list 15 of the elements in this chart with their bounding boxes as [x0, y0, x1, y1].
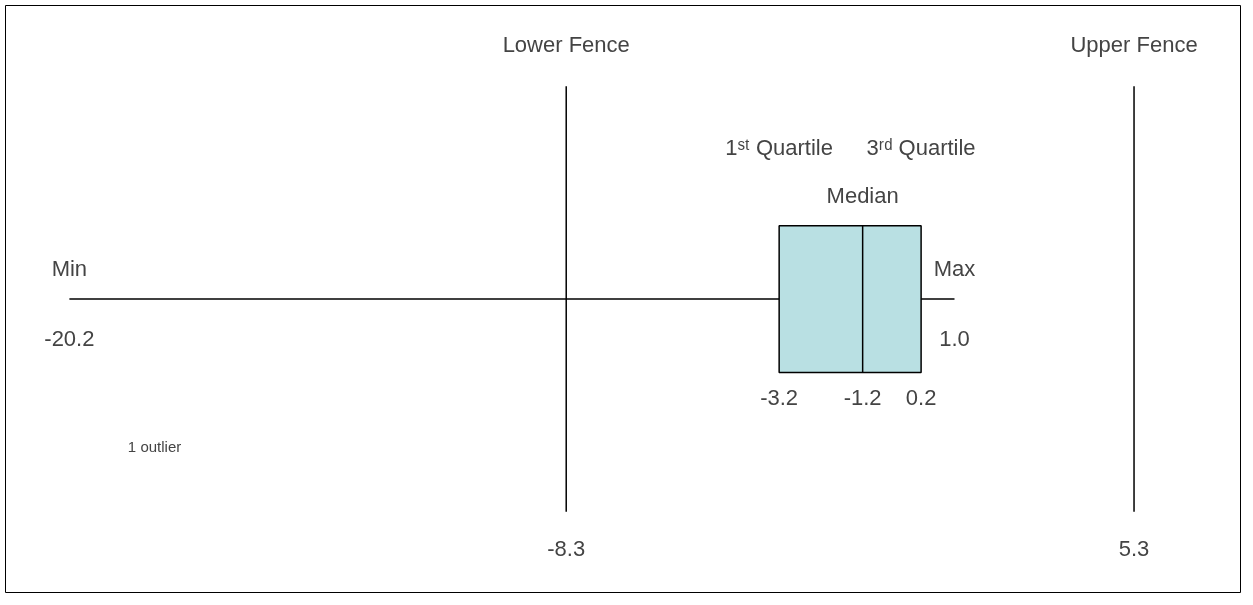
category-label: Upper Fence — [1070, 31, 1198, 57]
category-label: 3ʳᵈ Quartile — [866, 134, 976, 160]
category-label: Lower Fence — [502, 31, 630, 57]
data-label: -8.3 — [547, 536, 586, 562]
data-label: -1.2 — [843, 384, 882, 410]
data-label: 0.2 — [905, 384, 937, 410]
category-label: Max — [933, 256, 976, 282]
data-label: -3.2 — [760, 384, 799, 410]
category-label: Min — [51, 256, 88, 282]
data-label: 1.0 — [939, 326, 970, 352]
data-label: 5.3 — [1118, 536, 1150, 562]
category-label: 1ˢᵗ Quartile — [725, 134, 834, 160]
data-label: -20.2 — [44, 326, 95, 352]
category-label: Median — [826, 183, 899, 209]
text: 1 outlier — [127, 438, 182, 456]
